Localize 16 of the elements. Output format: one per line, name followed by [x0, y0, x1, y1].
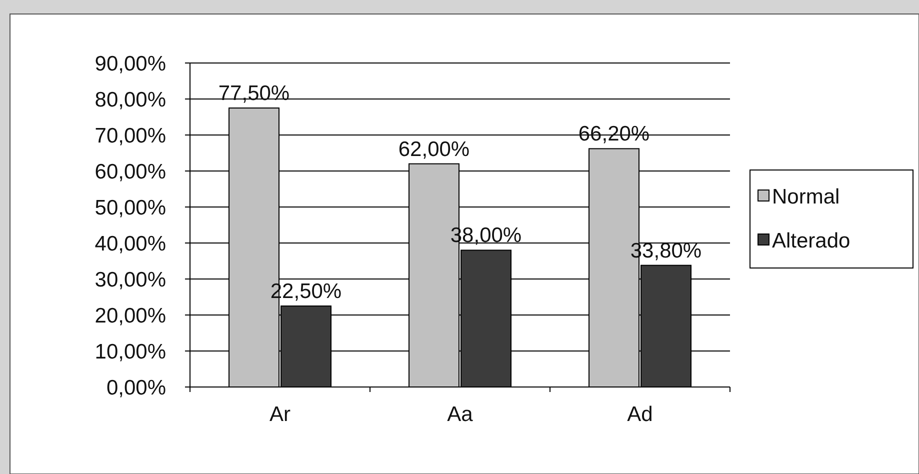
x-tick-label: Aa	[447, 403, 474, 426]
y-tick-label: 30,00%	[94, 268, 166, 292]
y-tick-label: 10,00%	[94, 340, 166, 364]
y-tick-label: 0,00%	[106, 376, 166, 400]
x-tick-label: Ad	[627, 403, 653, 426]
legend-label: Alterado	[772, 229, 850, 252]
y-tick-label: 40,00%	[94, 232, 166, 256]
y-tick-label: 20,00%	[94, 304, 166, 328]
y-tick-label: 90,00%	[94, 52, 166, 76]
data-label: 62,00%	[398, 138, 470, 161]
y-tick-label: 70,00%	[94, 124, 166, 148]
y-tick-label: 80,00%	[94, 88, 166, 112]
legend-label: Normal	[772, 185, 840, 208]
y-tick-label: 50,00%	[94, 196, 166, 220]
x-tick-label: Ar	[270, 403, 291, 426]
y-tick-label: 60,00%	[94, 160, 166, 184]
